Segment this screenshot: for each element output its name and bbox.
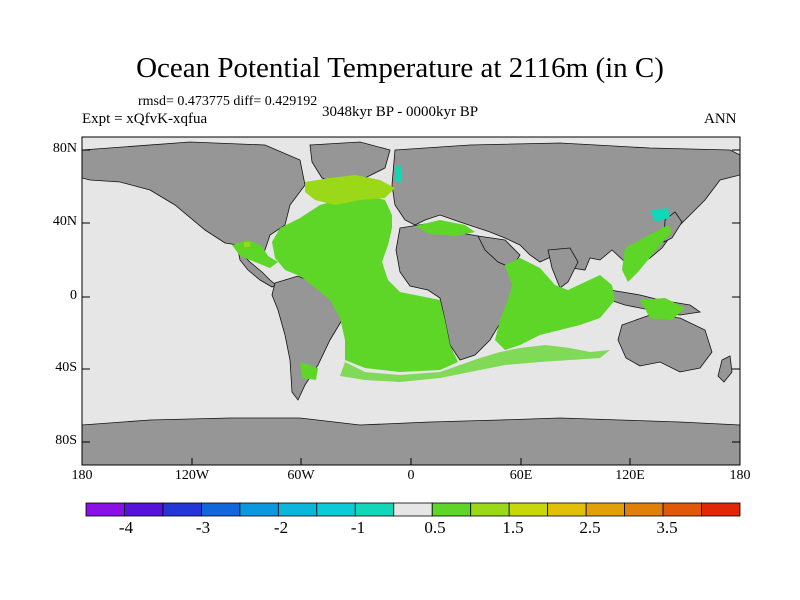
- indonesian-anomaly: [640, 298, 685, 320]
- map-title: Ocean Potential Temperature at 2116m (in…: [136, 52, 664, 84]
- season-label: ANN: [704, 111, 737, 127]
- axis-ticks: [81, 149, 741, 465]
- stats-text: rmsd= 0.473775 diff= 0.429192: [138, 94, 318, 109]
- colorbar-swatch: [624, 502, 664, 517]
- mediterranean-anomaly: [415, 220, 475, 236]
- colorbar-swatch: [585, 502, 625, 517]
- lon-label: 120W: [174, 468, 210, 483]
- lon-label: 120E: [615, 468, 645, 483]
- lat-label: 0: [70, 288, 77, 303]
- colorbar-label: 2.5: [579, 518, 601, 537]
- colorbar-swatch: [701, 502, 741, 517]
- australia: [617, 314, 713, 373]
- west-pacific-anomaly: [622, 225, 672, 282]
- period-label: 3048kyr BP - 0000kyr BP: [322, 104, 479, 120]
- lat-label: 80S: [55, 433, 77, 448]
- colorbar-swatch: [508, 502, 549, 517]
- colorbar-swatch: [393, 502, 433, 517]
- caribbean-anomaly: [232, 240, 278, 268]
- cyan-spot-greenland: [396, 166, 402, 182]
- lon-label: 60W: [287, 468, 315, 483]
- colorbar-swatch: [547, 502, 587, 517]
- antarctica: [81, 417, 741, 466]
- colorbar: [85, 502, 741, 517]
- south-pacific-anomaly: [300, 362, 318, 380]
- colorbar-swatch: [431, 502, 472, 517]
- yellow-green-speck: [244, 242, 250, 247]
- north-atlantic-anomaly: [305, 175, 395, 205]
- lon-label: 0: [407, 468, 415, 483]
- colorbar-label: 1.5: [502, 518, 524, 537]
- lon-label: 60E: [509, 468, 533, 483]
- colorbar-swatch: [124, 502, 164, 517]
- lat-label: 40N: [52, 214, 77, 229]
- colorbar-label: -3: [195, 518, 211, 537]
- colorbar-swatch: [354, 502, 395, 517]
- experiment-label: Expt = xQfvK-xqfua: [82, 111, 208, 127]
- colorbar-swatch: [201, 502, 241, 517]
- lat-label: 80N: [52, 141, 77, 156]
- colorbar-swatch: [239, 502, 279, 517]
- southern-ocean-anomaly: [340, 345, 610, 382]
- cyan-spot-japan-sea: [650, 208, 670, 222]
- lat-label: 40S: [55, 360, 77, 375]
- anomaly-patches: [232, 166, 685, 382]
- new-zealand: [717, 355, 733, 383]
- colorbar-label: 0.5: [424, 518, 446, 537]
- colorbar-label: -2: [273, 518, 289, 537]
- colorbar-swatch: [316, 502, 356, 517]
- india: [547, 247, 579, 289]
- colorbar-swatch: [162, 502, 202, 517]
- lon-label: 180: [729, 468, 751, 483]
- colorbar-swatch: [277, 502, 318, 517]
- colorbar-label: -4: [118, 518, 134, 537]
- lon-label: 180: [71, 468, 93, 483]
- atlantic-anomaly: [272, 195, 458, 372]
- colorbar-label: 3.5: [656, 518, 678, 537]
- colorbar-swatch: [662, 502, 702, 517]
- colorbar-swatch: [85, 502, 125, 517]
- colorbar-swatch: [470, 502, 510, 517]
- indian-ocean-anomaly: [495, 258, 615, 350]
- colorbar-label: -1: [350, 518, 366, 537]
